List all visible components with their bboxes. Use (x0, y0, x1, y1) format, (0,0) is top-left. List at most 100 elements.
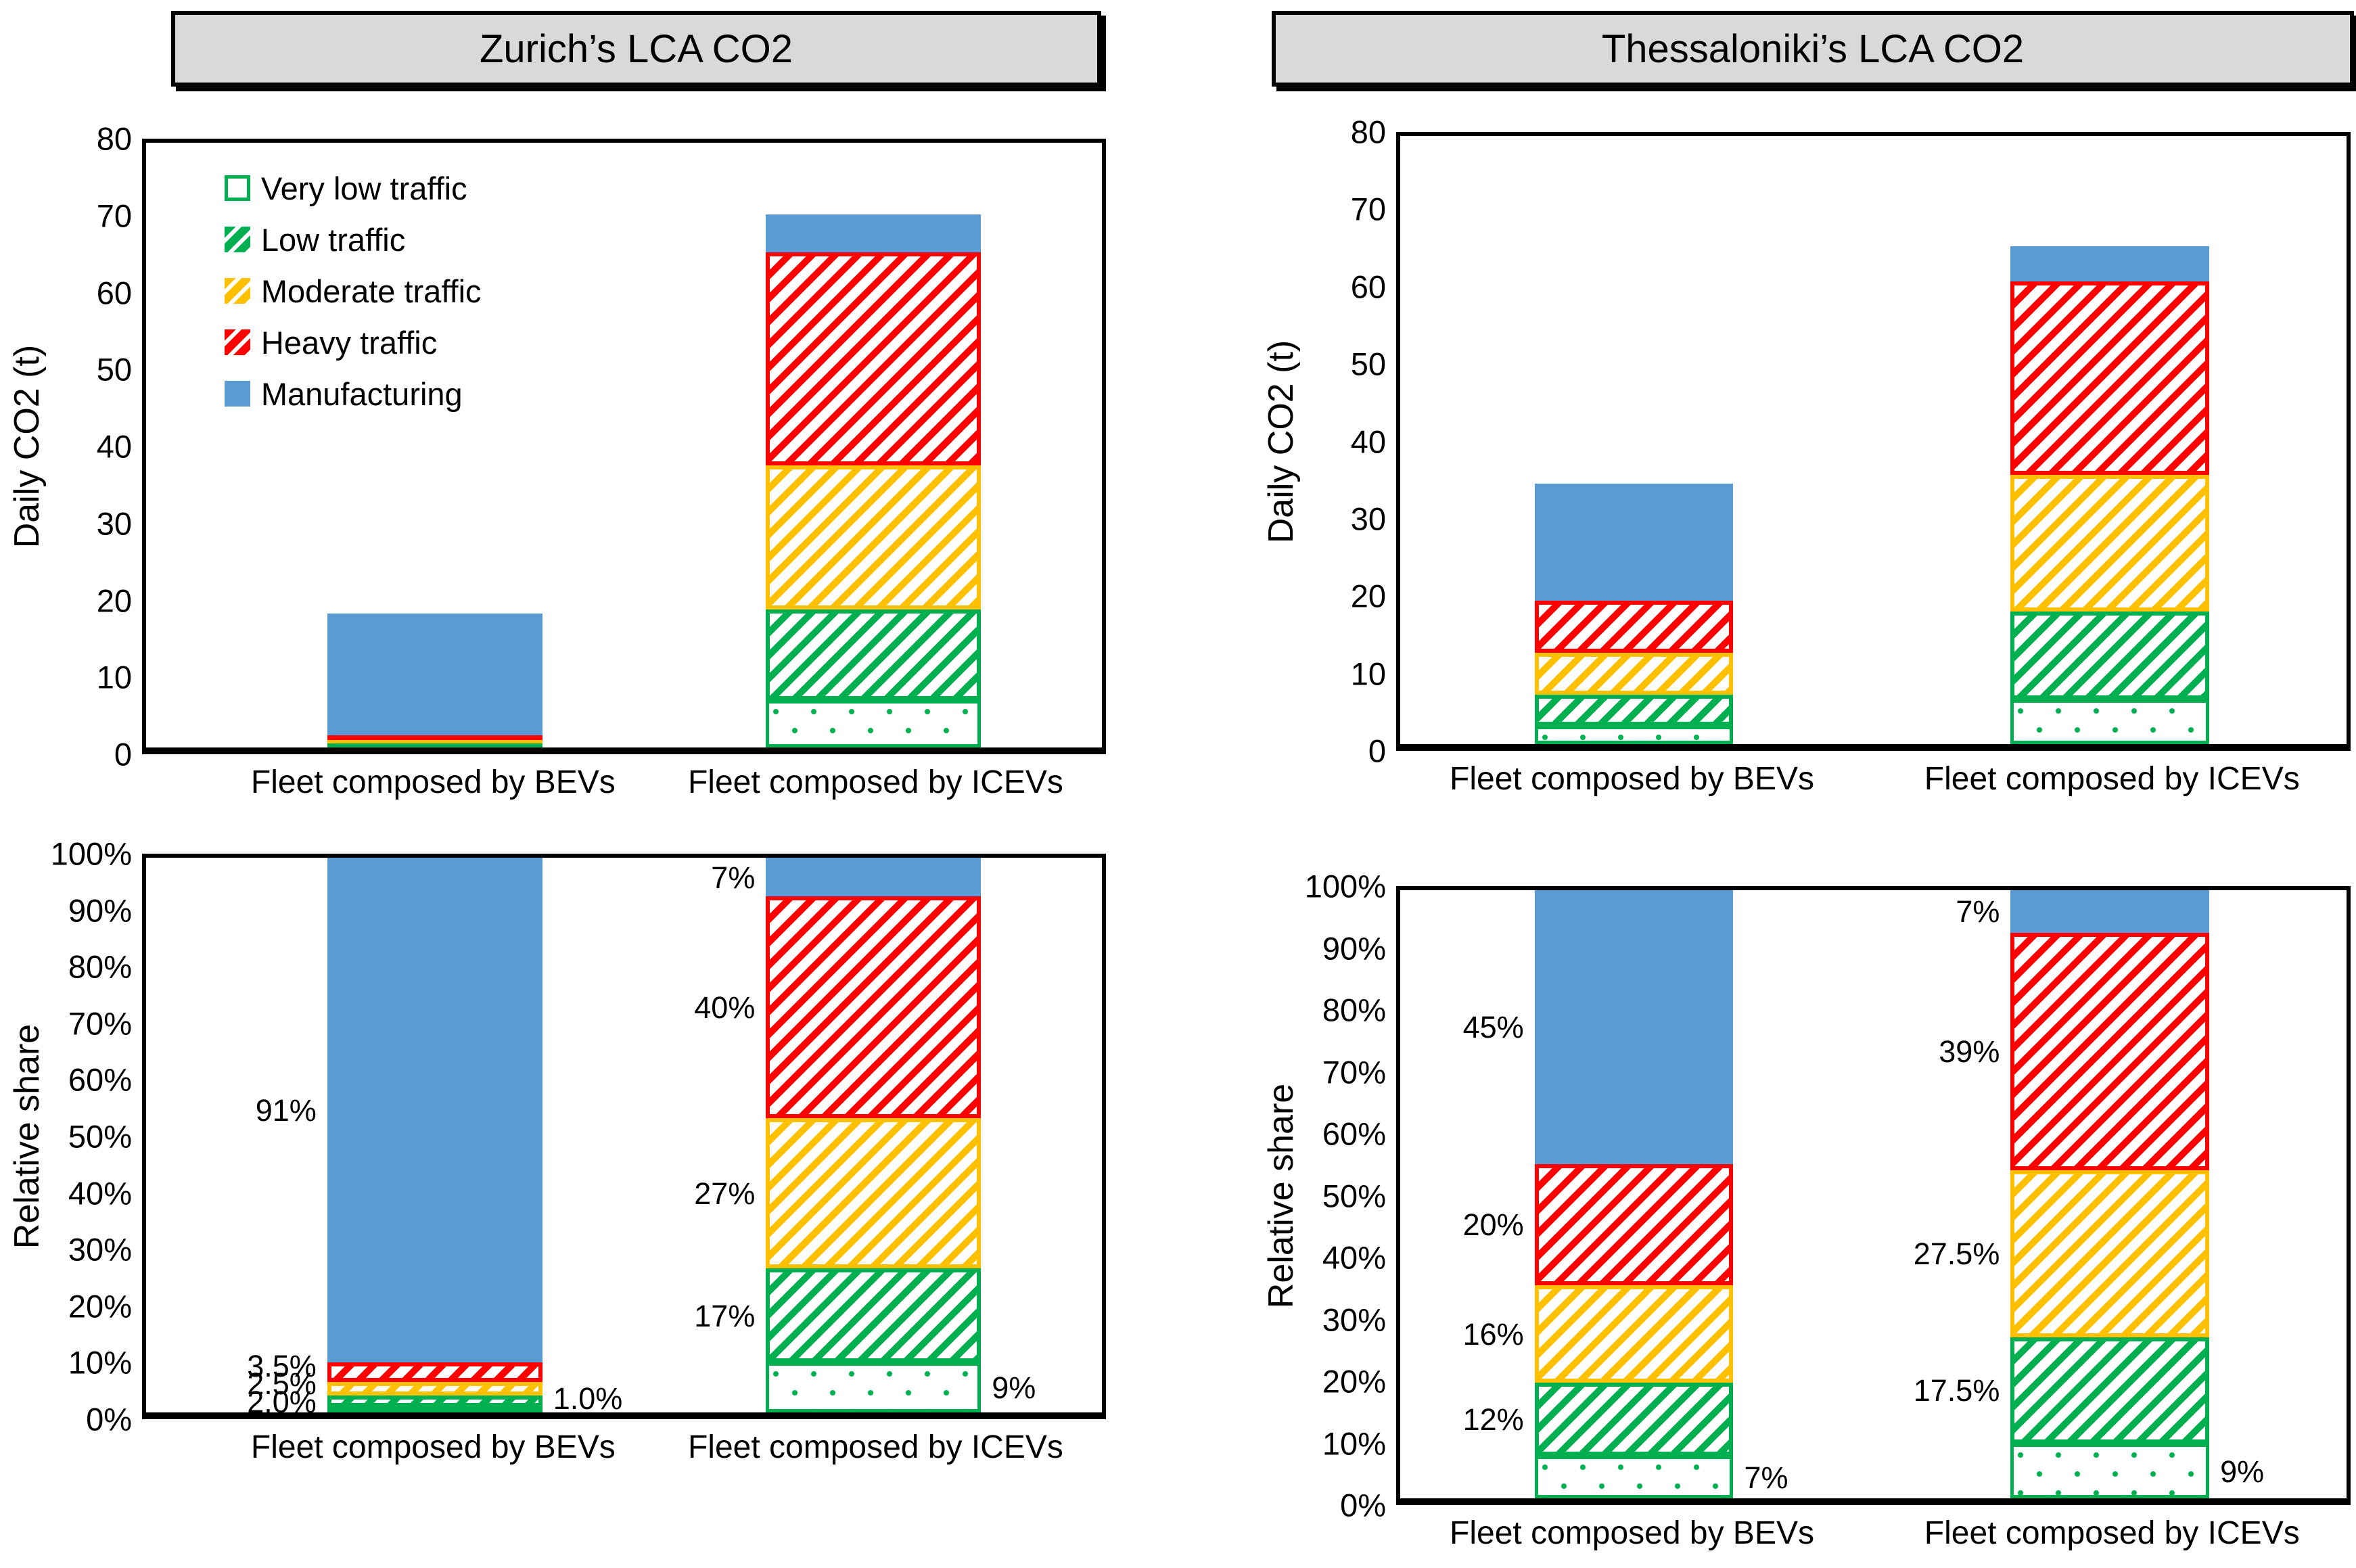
bar-segment-heavy-traffic (766, 252, 981, 466)
bar-segment-manufacturing (327, 858, 542, 1363)
data-label-low-traffic: 17% (694, 1298, 756, 1333)
data-label-heavy-traffic: 40% (694, 990, 756, 1025)
bar-segment-very-low-traffic (327, 741, 542, 747)
bar-segment-manufacturing (766, 858, 981, 897)
bar-segment-low-traffic (327, 1396, 542, 1407)
y-tick-label: 20% (68, 1288, 132, 1324)
category-label: Fleet composed by ICEVs (1924, 1515, 2300, 1551)
data-label-low-traffic: 12% (1462, 1402, 1524, 1437)
bar-segment-moderate-traffic (766, 1118, 981, 1268)
bar-segment-moderate-traffic (327, 735, 542, 743)
y-tick-label: 40% (68, 1175, 132, 1212)
bar-segment-heavy-traffic (327, 731, 542, 740)
y-tick-label: 60% (1322, 1115, 1386, 1152)
legend-swatch-moderate-icon (224, 278, 250, 304)
legend-item-manufacturing: Manufacturing (224, 376, 482, 412)
y-tick-label: 10 (1350, 655, 1386, 692)
bar-segment-manufacturing (2010, 246, 2210, 281)
stacked-bar-icevs (766, 143, 981, 747)
plot-area-zurich-absolute: Very low traffic Low traffic Moderate traf… (142, 139, 1106, 754)
data-label-very-low-traffic: 7% (1744, 1460, 1788, 1495)
y-tick-label: 30% (68, 1231, 132, 1268)
bar-segment-low-traffic (327, 737, 542, 746)
data-label-very-low-traffic: 9% (992, 1370, 1036, 1406)
data-label-manufacturing: 7% (711, 860, 756, 895)
bar-segment-moderate-traffic (1534, 653, 1734, 695)
bar-segment-manufacturing (1534, 890, 1734, 1164)
legend-label: Moderate traffic (260, 273, 482, 309)
y-tick-label: 50 (96, 351, 132, 388)
y-tick-label: 90% (1322, 930, 1386, 966)
y-tick-label: 40 (1350, 423, 1386, 459)
legend-swatch-very-low-icon (224, 175, 250, 202)
y-tick-label: 30% (1322, 1301, 1386, 1337)
x-axis-labels: Fleet composed by BEVs Fleet composed by … (1396, 1515, 2351, 1558)
bar-segment-heavy-traffic (327, 1362, 542, 1382)
y-tick-label: 40 (96, 428, 132, 465)
y-axis-title: Relative share (1257, 886, 1305, 1505)
y-tick-label: 90% (68, 892, 132, 929)
bar-segment-heavy-traffic (2010, 281, 2210, 476)
data-label-moderate-traffic: 27.5% (1913, 1237, 2000, 1272)
bar-segment-heavy-traffic (1534, 1163, 1734, 1286)
legend-label: Very low traffic (260, 170, 467, 206)
y-tick-label: 0 (1368, 733, 1386, 769)
legend-label: Heavy traffic (260, 324, 438, 361)
data-label-low-traffic: 2.0% (247, 1384, 317, 1419)
y-tick-label: 50% (1322, 1178, 1386, 1214)
data-label-low-traffic: 17.5% (1913, 1373, 2000, 1408)
bar-segment-low-traffic (766, 609, 981, 700)
legend: Very low traffic Low traffic Moderate traf… (224, 170, 482, 428)
bar-segment-very-low-traffic (766, 699, 981, 747)
legend-item-heavy: Heavy traffic (224, 324, 482, 361)
data-label-very-low-traffic: 1.0% (553, 1381, 623, 1416)
legend-swatch-low-icon (224, 227, 250, 253)
y-axis-title: Daily CO2 (t) (3, 139, 51, 754)
y-tick-label: 60 (96, 275, 132, 310)
bar-segment-moderate-traffic (327, 1381, 542, 1396)
bar-segment-moderate-traffic (2010, 475, 2210, 612)
y-tick-label: 20 (96, 582, 132, 618)
bar-segment-moderate-traffic (2010, 1170, 2210, 1337)
legend-label: Low traffic (260, 221, 406, 258)
legend-swatch-manufacturing-icon (224, 381, 250, 407)
bar-segment-very-low-traffic (1534, 1456, 1734, 1498)
y-axis-ticks: 0 10 20 30 40 50 60 70 80 (1295, 116, 1386, 767)
data-label-very-low-traffic: 9% (2220, 1454, 2265, 1489)
category-label: Fleet composed by ICEVs (687, 764, 1063, 800)
category-label: Fleet composed by ICEVs (1924, 761, 2300, 797)
y-tick-label: 0 (114, 736, 132, 773)
y-tick-label: 70 (96, 198, 132, 234)
data-label-moderate-traffic: 2.5% (247, 1366, 317, 1402)
y-tick-label: 10% (68, 1344, 132, 1381)
x-axis-labels: Fleet composed by BEVs Fleet composed by … (142, 764, 1106, 807)
data-label-manufacturing: 7% (1956, 894, 2000, 929)
data-label-manufacturing: 45% (1462, 1010, 1524, 1045)
plot-area-thessaloniki-absolute (1396, 132, 2351, 751)
bar-segment-moderate-traffic (766, 465, 981, 609)
y-tick-label: 10% (1322, 1425, 1386, 1461)
x-axis-labels: Fleet composed by BEVs Fleet composed by … (142, 1429, 1106, 1472)
y-tick-label: 80% (68, 948, 132, 985)
y-tick-label: 40% (1322, 1239, 1386, 1276)
bar-segment-very-low-traffic (1534, 726, 1734, 744)
bar-segment-manufacturing (1534, 483, 1734, 601)
y-tick-label: 70% (68, 1005, 132, 1042)
y-tick-label: 50 (1350, 346, 1386, 382)
stacked-bar-icevs (766, 858, 981, 1412)
bar-segment-low-traffic (2010, 1337, 2210, 1444)
bar-segment-low-traffic (1534, 694, 1734, 727)
plot-area-zurich-relative: 1.0% 2.0% 2.5% 3.5% 91% 9% 17% 27% 40% 7% (142, 854, 1106, 1419)
y-tick-label: 0% (86, 1401, 132, 1437)
category-label: Fleet composed by BEVs (1450, 761, 1814, 797)
stacked-bar-bevs (1534, 136, 1734, 744)
y-axis-title-text: Daily CO2 (t) (7, 344, 47, 549)
data-label-moderate-traffic: 27% (694, 1176, 756, 1212)
y-tick-label: 30 (96, 505, 132, 542)
bar-segment-manufacturing (2010, 890, 2210, 933)
y-tick-label: 70% (1322, 1054, 1386, 1090)
y-tick-label: 60% (68, 1061, 132, 1098)
